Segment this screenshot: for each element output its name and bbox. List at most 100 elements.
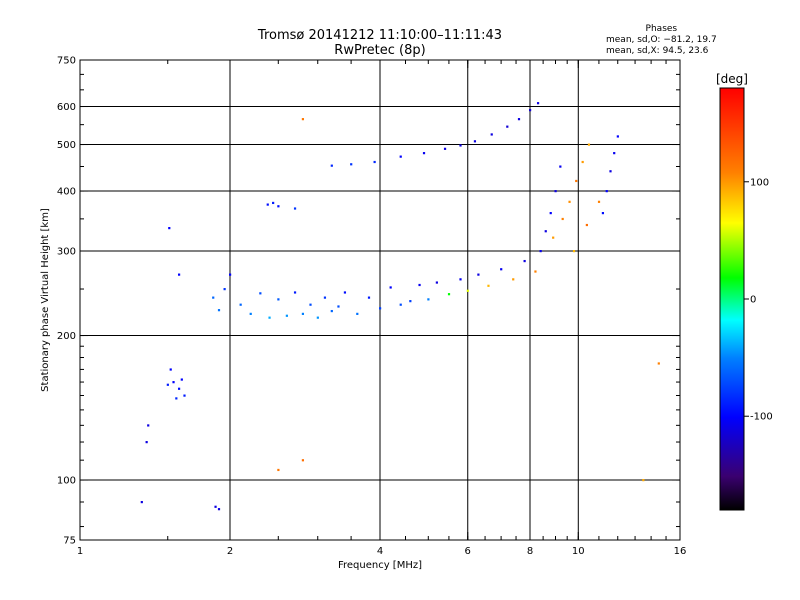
data-point xyxy=(399,303,402,306)
data-point xyxy=(529,109,532,112)
colorbar-tick-label: 100 xyxy=(750,177,769,188)
data-point xyxy=(277,468,280,472)
x-axis-label: Frequency [MHz] xyxy=(338,560,422,571)
data-point xyxy=(175,397,178,400)
data-point xyxy=(373,160,376,164)
data-point xyxy=(277,298,280,301)
axes-layer: 1 2 4 6 8 10 16 75 100 200 300 400 500 600 750 Frequenc… xyxy=(40,56,686,572)
data-point xyxy=(177,387,181,390)
data-point xyxy=(512,278,515,281)
x-tick-label: 16 xyxy=(674,546,687,557)
x-tick-label: 10 xyxy=(572,546,585,557)
y-tick-label: 75 xyxy=(63,536,76,547)
y-tick-label: 100 xyxy=(57,476,76,487)
data-point xyxy=(605,190,608,193)
y-tick-label: 750 xyxy=(57,56,76,67)
data-point xyxy=(609,170,612,173)
data-point xyxy=(277,205,280,208)
chart-title: Tromsø 20141212 11:10:00–11:11:43 RwPret… xyxy=(258,28,502,58)
data-point xyxy=(268,316,271,319)
y-tick-label: 200 xyxy=(57,331,76,342)
data-point xyxy=(554,190,557,193)
data-point xyxy=(145,441,148,444)
x-tick-label: 6 xyxy=(465,546,471,557)
data-point xyxy=(487,284,490,287)
data-point xyxy=(559,165,562,168)
data-point xyxy=(316,316,319,319)
data-point xyxy=(169,368,172,371)
data-point xyxy=(601,212,605,215)
data-point xyxy=(229,273,232,276)
data-point xyxy=(539,250,542,253)
data-point xyxy=(249,312,252,315)
data-point xyxy=(587,143,591,146)
colorbar xyxy=(719,87,745,511)
grid-layer xyxy=(80,60,680,540)
data-point xyxy=(330,164,333,167)
data-point xyxy=(343,291,347,294)
phase-stats-box: Phases mean, sd,O: −81.2, 19.7 mean, sd,… xyxy=(606,24,717,57)
data-point xyxy=(572,250,576,253)
colorbar-layer: [deg] 100 0 -100 xyxy=(716,72,773,511)
data-point xyxy=(466,289,469,292)
data-point xyxy=(337,305,340,308)
data-point xyxy=(183,394,186,397)
data-point xyxy=(285,314,288,317)
data-point xyxy=(597,200,601,203)
data-point xyxy=(418,283,421,287)
data-point xyxy=(459,278,462,281)
data-point xyxy=(561,217,564,221)
data-point xyxy=(477,273,480,276)
data-point xyxy=(172,381,175,384)
data-point xyxy=(575,179,578,183)
data-point xyxy=(427,298,430,301)
x-tick-label: 8 xyxy=(527,546,533,557)
x-tick-label: 1 xyxy=(77,546,83,557)
data-point xyxy=(330,309,333,313)
y-tick-label: 400 xyxy=(57,187,76,198)
data-point xyxy=(356,312,359,315)
chart-title-line1: Tromsø 20141212 11:10:00–11:11:43 xyxy=(257,28,503,43)
data-point xyxy=(500,268,503,271)
data-point xyxy=(301,118,305,121)
data-point xyxy=(443,147,447,150)
data-point xyxy=(447,293,451,296)
data-point xyxy=(301,459,305,462)
y-tick-label: 500 xyxy=(57,140,76,151)
data-point xyxy=(544,230,547,233)
data-point xyxy=(613,152,616,155)
y-tick-label: 300 xyxy=(57,247,76,258)
data-point xyxy=(217,508,221,511)
phase-stats-x: mean, sd,X: 94.5, 23.6 xyxy=(606,46,709,56)
data-point xyxy=(657,362,660,365)
data-point xyxy=(379,307,382,310)
data-point xyxy=(568,200,571,203)
data-point xyxy=(259,292,262,295)
data-point xyxy=(168,227,171,230)
points-layer xyxy=(140,102,660,511)
data-point xyxy=(180,378,183,381)
data-point xyxy=(301,312,305,315)
data-point xyxy=(140,500,143,504)
data-point xyxy=(534,270,537,273)
colorbar-tick-label: -100 xyxy=(750,412,773,423)
data-point xyxy=(367,296,371,299)
data-point xyxy=(309,303,312,306)
data-point xyxy=(212,296,215,299)
data-point xyxy=(549,212,552,215)
data-point xyxy=(642,479,645,482)
data-point xyxy=(490,133,493,136)
data-point xyxy=(616,135,619,138)
data-point xyxy=(581,160,584,164)
data-point xyxy=(239,303,242,306)
phase-stats-header: Phases xyxy=(645,24,678,34)
data-point xyxy=(552,236,555,239)
data-point xyxy=(323,296,327,299)
y-axis-label: Stationary phase Virtual Height [km] xyxy=(40,208,51,392)
x-tick-label: 4 xyxy=(377,546,383,557)
data-point xyxy=(473,140,477,143)
x-tick-label: 2 xyxy=(227,546,233,557)
data-point xyxy=(293,291,297,294)
